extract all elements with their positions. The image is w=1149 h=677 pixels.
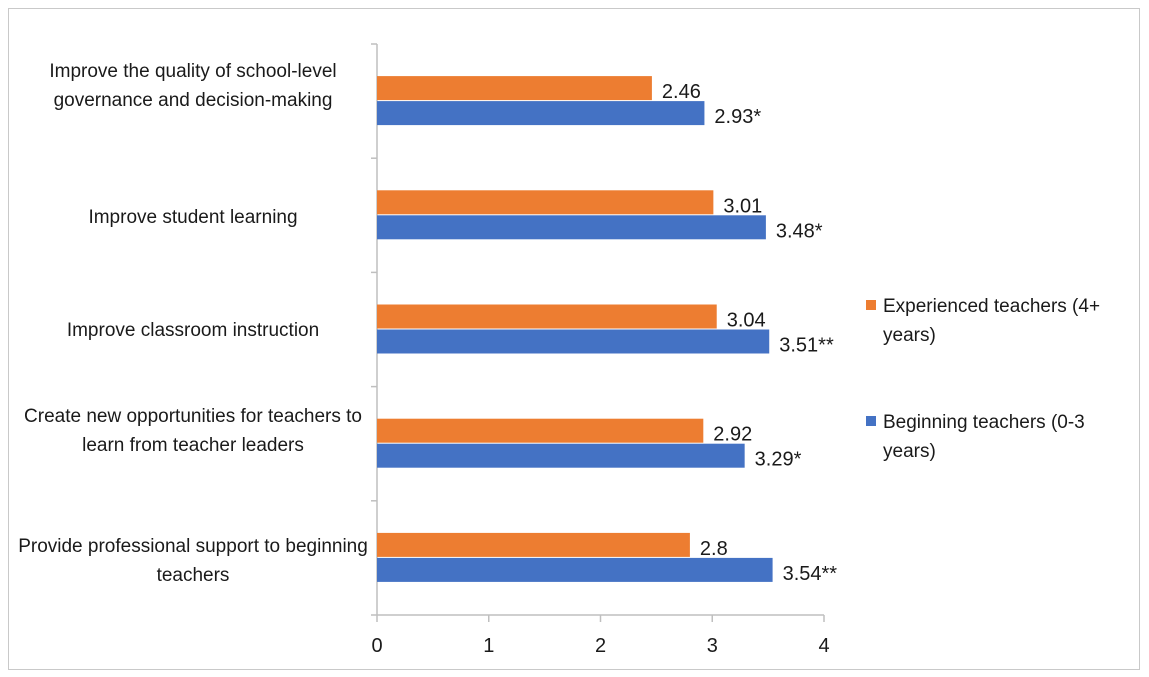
x-tick-label: 4 <box>818 635 829 657</box>
legend-item-experienced: Experienced teachers (4+ years) <box>866 292 1123 350</box>
x-tick-label: 1 <box>483 635 494 657</box>
bar-experienced <box>377 304 717 329</box>
legend-swatch-experienced <box>866 300 876 310</box>
y-axis-ticks <box>371 43 377 616</box>
data-label-experienced: 3.01 <box>723 195 762 217</box>
bar-beginning <box>377 443 745 468</box>
legend-label-experienced: Experienced teachers (4+ years) <box>883 296 1101 346</box>
data-label-beginning: 2.93* <box>714 106 761 128</box>
category-label: Improve the quality of school-level gove… <box>49 61 337 111</box>
data-label-beginning: 3.29* <box>755 449 802 471</box>
data-labels: 2.46 2.93* 3.01 3.48* 3.04 3.51** 2.923.29* 2.8… <box>662 81 837 585</box>
x-tick-label: 0 <box>371 635 382 657</box>
legend-label-beginning: Beginning teachers (0-3 years) <box>883 412 1085 462</box>
category-label: Create new opportunities for teachers to… <box>24 406 362 456</box>
category-label: Improve classroom instruction <box>66 320 320 341</box>
category-label: Provide professional support to beginnin… <box>18 536 368 586</box>
x-axis-ticks: 0 1 2 3 4 <box>371 615 830 657</box>
chart-frame <box>8 8 1140 670</box>
x-tick-label: 2 <box>595 635 606 657</box>
category-label: Improve student learning <box>88 207 298 228</box>
data-label-experienced: 3.04 <box>727 310 766 332</box>
data-label-experienced: 2.46 <box>662 81 701 103</box>
bar-beginning <box>377 557 773 582</box>
data-label-beginning: 3.54** <box>783 563 838 585</box>
bar-experienced <box>377 190 714 215</box>
data-label-experienced: 2.92 <box>713 424 752 446</box>
data-label-beginning: 3.51** <box>779 335 834 357</box>
bar-experienced <box>377 76 652 101</box>
bars <box>377 76 773 582</box>
data-label-beginning: 3.48* <box>776 220 823 242</box>
bar-beginning <box>377 329 770 354</box>
bar-beginning <box>377 215 766 240</box>
bar-beginning <box>377 101 705 126</box>
x-tick-label: 3 <box>707 635 718 657</box>
legend-item-beginning: Beginning teachers (0-3 years) <box>866 408 1123 466</box>
legend-swatch-beginning <box>866 416 876 426</box>
bar-experienced <box>377 532 690 557</box>
data-label-experienced: 2.8 <box>700 538 728 560</box>
bar-experienced <box>377 418 704 443</box>
